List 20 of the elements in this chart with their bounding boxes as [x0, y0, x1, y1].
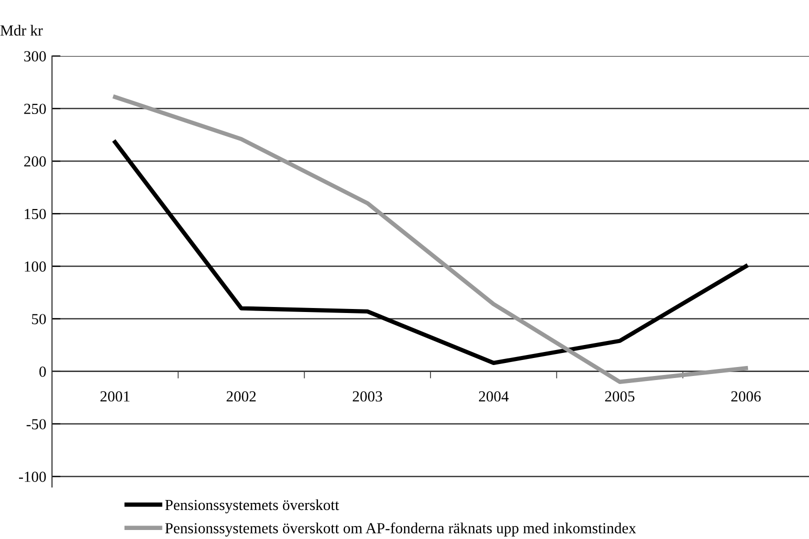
x-tick-label: 2004 — [478, 391, 509, 402]
y-tick-label: 250 — [24, 104, 46, 114]
y-tick-label: 0 — [39, 366, 46, 377]
y-tick-label: -100 — [19, 472, 46, 482]
x-tick-label: 2005 — [605, 391, 634, 402]
y-tick-label: 300 — [24, 51, 46, 62]
y-tick-label: 100 — [24, 261, 46, 272]
legend-label: Pensionssystemets överskott om AP-fonderna räknats upp med inkomstindex — [165, 522, 636, 537]
y-tick-label: 200 — [24, 156, 46, 167]
y-axis-title: Mdr kr — [0, 24, 43, 36]
x-tick-label: 2001 — [100, 391, 130, 402]
legend-label: Pensionssystemets överskott — [165, 499, 340, 514]
y-tick-label: 50 — [32, 314, 46, 324]
x-tick-label: 2003 — [352, 391, 382, 402]
x-tick-label: 2002 — [226, 391, 256, 402]
y-tick-label: -50 — [26, 419, 46, 430]
line-series — [113, 94, 748, 384]
x-tick-label: 2006 — [731, 391, 761, 402]
line-series — [113, 140, 748, 366]
y-tick-label: 150 — [24, 208, 46, 220]
